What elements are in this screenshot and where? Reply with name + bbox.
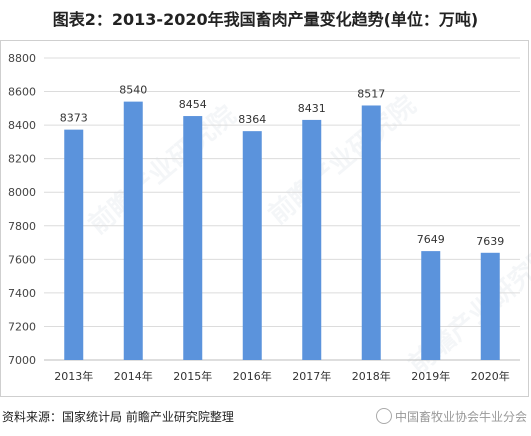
bar bbox=[302, 119, 322, 360]
data-label: 7639 bbox=[476, 235, 504, 248]
y-tick-label: 8000 bbox=[8, 186, 36, 199]
y-tick-label: 8200 bbox=[8, 153, 36, 166]
y-tick-label: 7600 bbox=[8, 253, 36, 266]
data-label: 8454 bbox=[179, 98, 207, 111]
y-tick-label: 7000 bbox=[8, 354, 36, 367]
bar bbox=[242, 131, 262, 360]
x-tick-label: 2019年 bbox=[411, 369, 450, 383]
y-tick-label: 7400 bbox=[8, 287, 36, 300]
chart-title: 图表2：2013-2020年我国畜肉产量变化趋势(单位：万吨) bbox=[52, 10, 479, 29]
data-label: 8540 bbox=[119, 84, 147, 97]
bar bbox=[361, 105, 381, 360]
y-tick-label: 7200 bbox=[8, 320, 36, 333]
bar bbox=[421, 251, 441, 360]
x-tick-label: 2013年 bbox=[54, 369, 93, 383]
x-tick-label: 2020年 bbox=[471, 369, 510, 383]
x-tick-label: 2014年 bbox=[114, 369, 153, 383]
chart-frame bbox=[0, 40, 529, 397]
x-tick-label: 2017年 bbox=[292, 369, 331, 383]
bar bbox=[480, 252, 500, 360]
y-tick-label: 8600 bbox=[8, 86, 36, 99]
data-label: 8431 bbox=[298, 102, 326, 115]
footer-watermark: 中国畜牧业协会牛业分会 bbox=[375, 408, 527, 425]
bar-chart: 7000 7200 7400 7600 7800 8000 8200 8400 8600 8800… bbox=[8, 52, 520, 383]
x-tick-label: 2015年 bbox=[173, 369, 212, 383]
y-tick-label: 7800 bbox=[8, 220, 36, 233]
bar bbox=[183, 116, 203, 360]
source-note: 资料来源：国家统计局 前瞻产业研究院整理 bbox=[2, 410, 234, 424]
data-label: 8364 bbox=[238, 113, 266, 126]
bar bbox=[123, 101, 143, 360]
footer: 资料来源：国家统计局 前瞻产业研究院整理 中国畜牧业协会牛业分会 bbox=[0, 400, 531, 436]
data-label: 8373 bbox=[60, 112, 88, 125]
x-tick-label: 2018年 bbox=[352, 369, 391, 383]
y-tick-label: 8400 bbox=[8, 119, 36, 132]
footer-watermark-text: 中国畜牧业协会牛业分会 bbox=[394, 410, 527, 424]
y-tick-label: 8800 bbox=[8, 52, 36, 65]
wechat-logo-icon bbox=[375, 408, 392, 424]
data-label: 8517 bbox=[357, 87, 385, 100]
x-tick-label: 2016年 bbox=[233, 369, 272, 383]
bar bbox=[64, 129, 84, 360]
data-label: 7649 bbox=[417, 233, 445, 246]
